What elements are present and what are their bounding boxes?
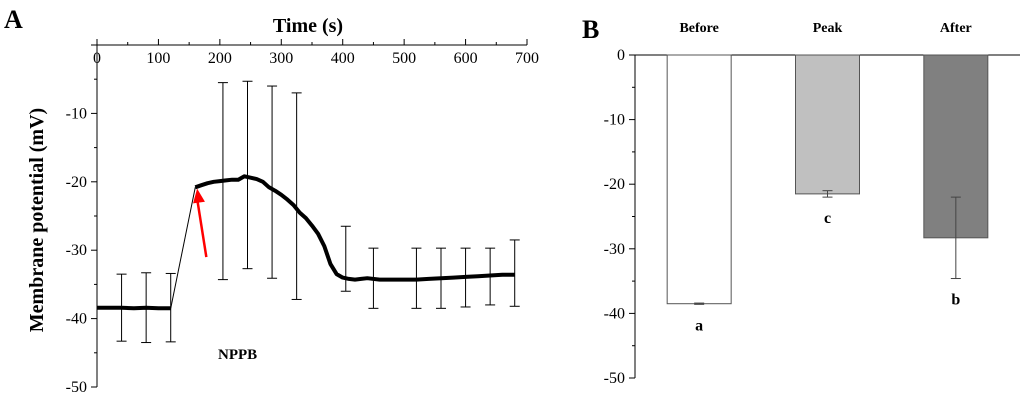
panel-b-y-tick-label: -20 (604, 176, 625, 193)
panel-a-annotation-arrow (195, 198, 208, 258)
panel-a-series-connector (170, 187, 196, 309)
panel-a-y-tick-label: -30 (66, 242, 87, 259)
panel-b-y-tick-label: -10 (604, 112, 625, 129)
panel-a-label: A (4, 5, 23, 34)
panel-a-x-tick-label: 200 (208, 50, 232, 67)
panel-a-x-tick-label: 600 (454, 50, 478, 67)
panel-a-x-axis-title: Time (s) (273, 15, 343, 37)
panel-a-y-tick-label: -40 (66, 311, 87, 328)
panel-b-category-label: After (940, 21, 972, 36)
panel-b-bar (666, 54, 732, 305)
panel-a-y-tick-label: -10 (66, 105, 87, 122)
panel-b-y-tick-label: 0 (617, 47, 625, 64)
panel-a-y-axis-title: Membrane potential (mV) (26, 108, 48, 332)
panel-a-x-tick-label: 300 (269, 50, 293, 67)
panel-b-y-tick-label: -30 (604, 241, 625, 258)
panel-a-x-tick-label: 500 (392, 50, 416, 67)
panel-a-y-tick-label: -20 (66, 174, 87, 191)
panel-b-y-tick-label: -50 (604, 370, 625, 387)
panel-b-significance-letter: b (951, 292, 960, 309)
panel-a-x-tick-label: 700 (515, 50, 539, 67)
panel-b-significance-letter: a (695, 317, 703, 334)
panel-b-bar (795, 54, 860, 195)
panel-b-category-label: Before (679, 21, 718, 36)
panel-a-series-line (194, 174, 515, 282)
panel-a-x-tick-label: 400 (331, 50, 355, 67)
panel-b-significance-letter: c (824, 210, 831, 227)
panel-b-y-tick-label: -40 (604, 305, 625, 322)
panel-a-series-line (97, 305, 171, 311)
panel-a-plot: 0 100 200 300 400 500 600 700 -10 -20 -30 -40 -50 NPP… (66, 39, 539, 396)
panel-b-plot: 0 -10 -20 -30 -40 -50 Before a Peak c After b (604, 21, 1020, 387)
panel-a-y-tick-label: -50 (66, 379, 87, 396)
panel-a-x-tick-label: 100 (146, 50, 170, 67)
panel-a-x-tick-label: 0 (93, 50, 101, 67)
panel-b-label: B (582, 15, 599, 44)
panel-a-annotation-arrowhead (193, 188, 205, 204)
panel-a-annotation-label: NPPB (218, 347, 257, 363)
panel-b-category-label: Peak (813, 21, 843, 36)
